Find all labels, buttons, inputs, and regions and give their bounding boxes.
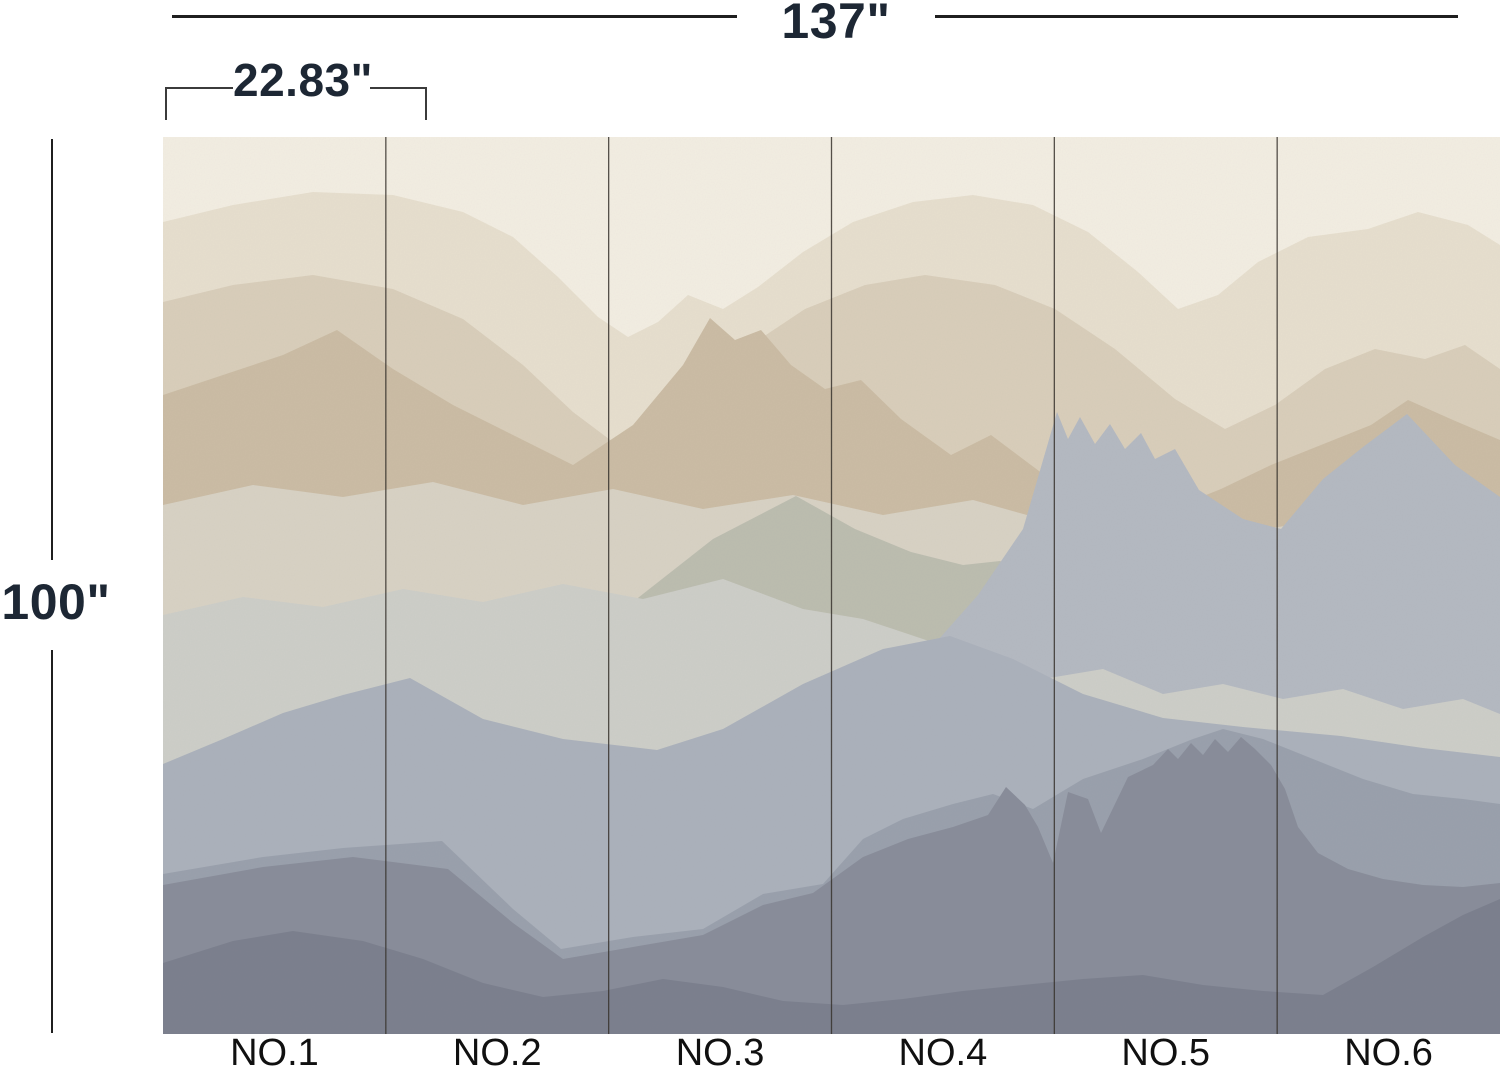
panel-label-5: NO.5: [1121, 1032, 1211, 1067]
panel-label-3: NO.3: [675, 1032, 765, 1067]
total-width-label: 137": [781, 0, 891, 49]
panel-label-4: NO.4: [898, 1032, 988, 1067]
top-dimension-line-right: [935, 15, 1458, 18]
panel-label-2: NO.2: [452, 1032, 542, 1067]
total-height-label: 100": [1, 574, 111, 630]
panel-bracket-line-left: [165, 87, 233, 89]
watercolor-grain-overlay: [163, 137, 1500, 1034]
panel-label-1: NO.1: [230, 1032, 319, 1067]
mural-preview: [163, 137, 1500, 1034]
top-dimension-line-left: [172, 15, 737, 18]
mural-artwork: [163, 137, 1500, 1034]
panel-bracket-tick-left: [165, 87, 167, 120]
left-dimension-line-bottom: [51, 650, 53, 1033]
panel-bracket-line-right: [370, 87, 427, 89]
panel-bracket-tick-right: [425, 87, 427, 120]
left-dimension-line-top: [51, 139, 53, 560]
panel-width-label: 22.83": [233, 54, 373, 106]
panel-labels-row: NO.1 NO.2 NO.3 NO.4 NO.5 NO.6: [163, 1032, 1500, 1067]
panel-label-6: NO.6: [1344, 1032, 1433, 1067]
